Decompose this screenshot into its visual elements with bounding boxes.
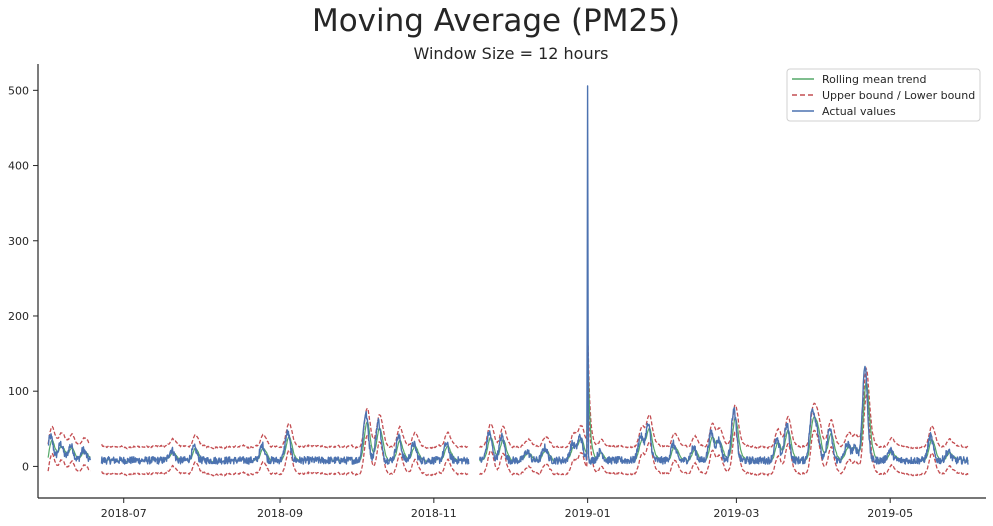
- x-tick-label: 2018-07: [101, 507, 147, 520]
- legend-label-actual: Actual values: [822, 105, 896, 118]
- chart-subtitle: Window Size = 12 hours: [413, 44, 608, 63]
- y-tick-label: 100: [8, 385, 29, 398]
- y-tick-label: 200: [8, 310, 29, 323]
- x-tick-label: 2019-03: [713, 507, 759, 520]
- x-tick-label: 2018-11: [411, 507, 457, 520]
- plot-area: [47, 85, 969, 477]
- y-tick-label: 500: [8, 84, 29, 97]
- y-ticks: 0 100 200 300 400 500: [8, 84, 38, 473]
- legend-label-bounds: Upper bound / Lower bound: [822, 89, 975, 102]
- chart-title: Moving Average (PM25): [312, 3, 680, 39]
- legend: Rolling mean trend Upper bound / Lower b…: [786, 68, 981, 122]
- y-tick-label: 400: [8, 160, 29, 173]
- x-ticks: 2018-07 2018-09 2018-11 2019-01 2019-03 2019-…: [101, 498, 913, 520]
- lower-bound-line: [47, 371, 969, 477]
- y-tick-label: 300: [8, 235, 29, 248]
- legend-label-rolling-mean: Rolling mean trend: [822, 73, 927, 86]
- axes: [37, 64, 986, 499]
- legend-frame: [786, 68, 981, 122]
- upper-bound-line: [47, 344, 969, 450]
- x-tick-label: 2019-05: [867, 507, 913, 520]
- x-tick-label: 2018-09: [257, 507, 303, 520]
- y-tick-label: 0: [22, 460, 29, 473]
- actual-values-line: [47, 85, 969, 465]
- x-tick-label: 2019-01: [565, 507, 611, 520]
